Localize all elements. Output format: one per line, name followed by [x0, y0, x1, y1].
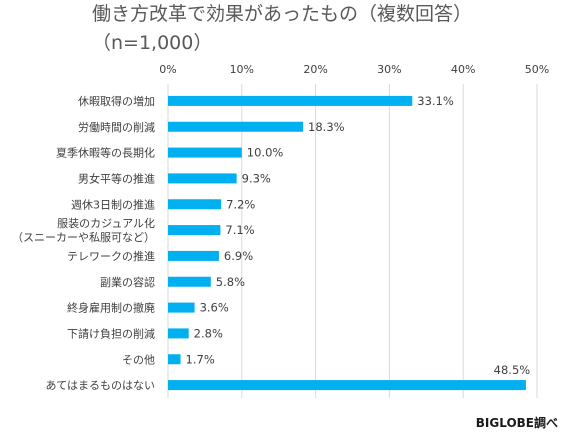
data-label: 10.0% [247, 146, 284, 160]
bars [168, 95, 526, 391]
bar [168, 121, 304, 132]
data-label: 7.2% [226, 197, 255, 211]
category-label: 労働時間の削減 [78, 120, 155, 134]
data-label: 18.3% [308, 120, 345, 134]
bar [168, 199, 222, 210]
category-labels: 休暇取得の増加労働時間の削減夏季休暇等の長期化男女平等の推進週休3日制の推進服装… [12, 95, 155, 392]
bar [168, 354, 181, 365]
category-label: その他 [122, 353, 155, 366]
source-credit: BIGLOBE調べ [476, 415, 558, 430]
category-label: 副業の容認 [100, 275, 155, 289]
data-label: 9.3% [242, 171, 271, 185]
data-label: 6.9% [224, 249, 253, 263]
x-tick-label: 50% [525, 63, 549, 76]
data-label: 33.1% [417, 94, 454, 108]
gridlines [167, 84, 538, 398]
bar [168, 173, 237, 184]
x-tick-label: 0% [159, 63, 176, 76]
category-label: あてはまるものはない [45, 379, 155, 392]
bar [168, 250, 219, 261]
category-label: 休暇取得の増加 [78, 95, 155, 108]
data-label: 2.8% [194, 326, 223, 340]
bar [168, 225, 221, 236]
chart-subtitle: （n=1,000） [92, 32, 212, 54]
data-label: 48.5% [494, 363, 531, 377]
x-axis-ticks: 0% 10% 20% 30% 40% 50% [159, 63, 549, 76]
data-label: 3.6% [200, 301, 229, 315]
bar [168, 95, 413, 106]
category-label: 夏季休暇等の長期化 [56, 146, 155, 160]
category-label: 男女平等の推進 [78, 171, 155, 185]
category-label: 週休3日制の推進 [71, 197, 155, 211]
x-tick-label: 20% [303, 63, 327, 76]
category-label: 下請け負担の削減 [67, 326, 155, 340]
data-label: 1.7% [186, 352, 215, 366]
data-labels: 33.1% 18.3% 10.0% 9.3% 7.2% 7.1% 6.9% 5.8% 3.6% 2… [186, 94, 531, 377]
bar [168, 380, 526, 391]
bar [168, 328, 189, 339]
data-label: 5.8% [216, 275, 245, 289]
x-tick-label: 10% [230, 63, 254, 76]
x-tick-label: 30% [377, 63, 401, 76]
bar [168, 147, 242, 158]
category-label: 服装のカジュアル化（スニーカーや私服可など） [12, 216, 155, 244]
data-label: 7.1% [225, 223, 254, 237]
chart-title: 働き方改革で効果があったもの（複数回答） [92, 3, 472, 25]
category-label: テレワークの推進 [67, 249, 155, 263]
category-label: 終身雇用制の撤廃 [67, 301, 155, 315]
bar [168, 302, 195, 313]
bar [168, 276, 211, 287]
x-tick-label: 40% [451, 63, 475, 76]
